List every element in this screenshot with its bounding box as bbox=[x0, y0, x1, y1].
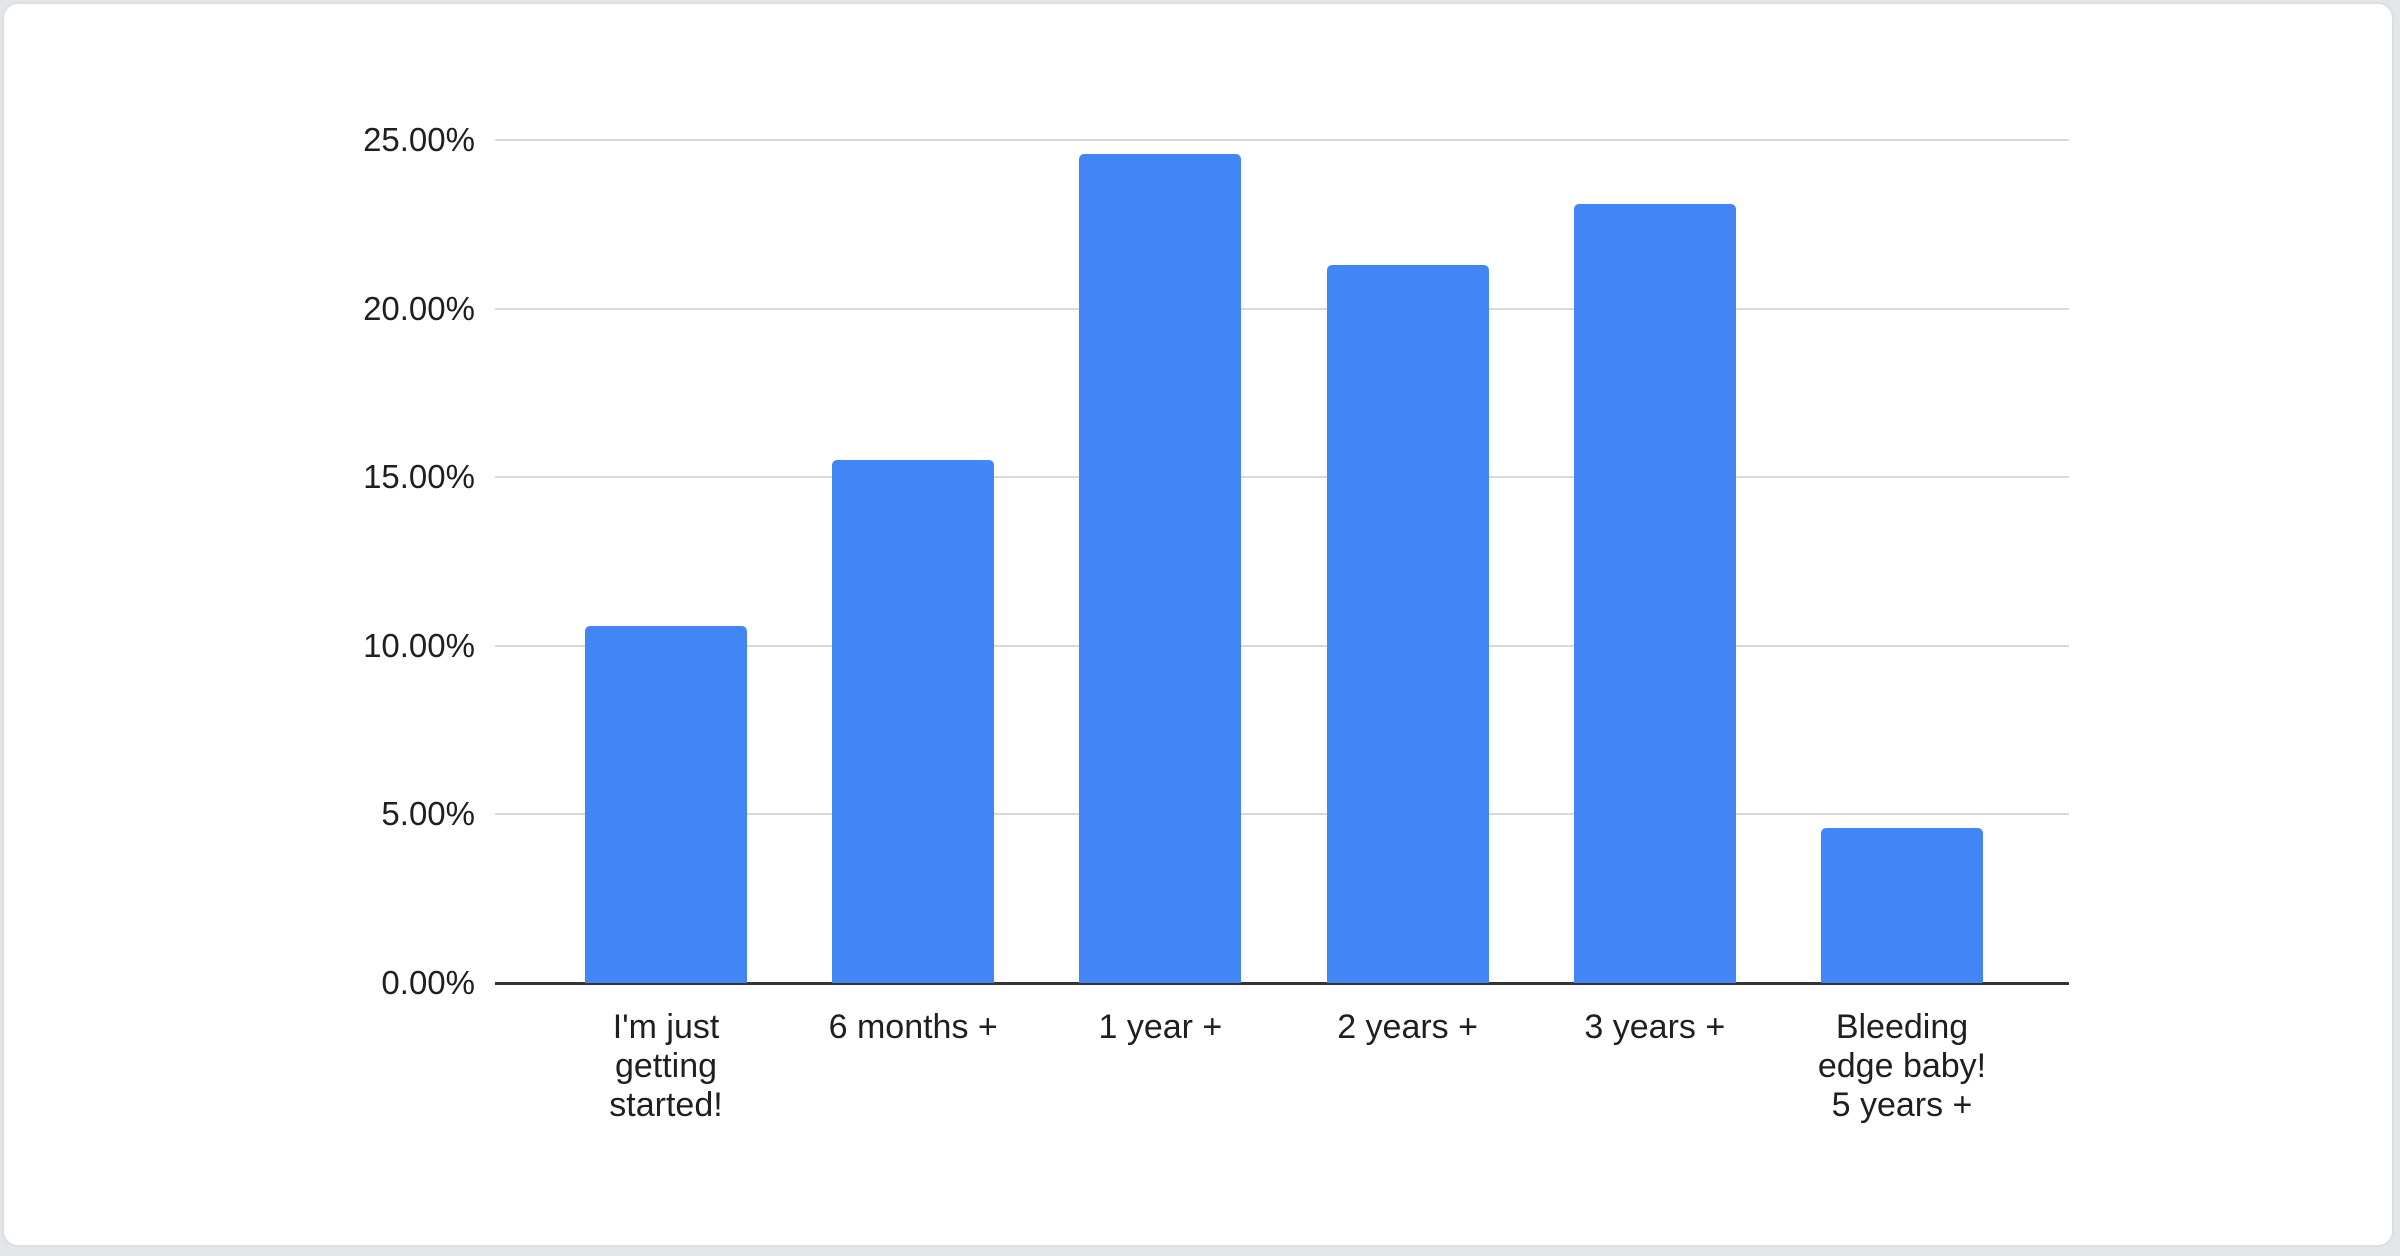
gridline bbox=[495, 307, 2069, 310]
y-axis-tick-label: 5.00% bbox=[381, 795, 475, 833]
y-axis-tick-label: 20.00% bbox=[363, 289, 475, 327]
gridline bbox=[495, 813, 2069, 816]
y-axis-tick-label: 10.00% bbox=[363, 626, 475, 664]
y-axis: 0.00% 5.00% 10.00% 15.00% 20.00% 25.00% bbox=[4, 121, 475, 1001]
x-axis-category-label: 3 years + bbox=[1584, 1008, 1726, 1046]
bar bbox=[1079, 153, 1242, 983]
bar bbox=[585, 625, 747, 983]
bar bbox=[1821, 827, 1983, 983]
y-axis-tick-label: 25.00% bbox=[363, 121, 475, 158]
bar bbox=[832, 460, 995, 983]
x-axis-category-label: Bleeding edge baby! 5 years + bbox=[1817, 1008, 1987, 1124]
x-axis-category-label: 6 months + bbox=[828, 1008, 998, 1046]
x-axis-category-label: 1 year + bbox=[1098, 1008, 1223, 1046]
bar-chart: 0.00% 5.00% 10.00% 15.00% 20.00% 25.00% I'm j… bbox=[4, 4, 2392, 1245]
x-axis-labels: I'm just getting started! 6 months + 1 yea… bbox=[495, 1008, 2069, 1168]
bar bbox=[1326, 264, 1489, 983]
plot-area bbox=[495, 139, 2069, 985]
gridline bbox=[495, 644, 2069, 647]
x-axis-line bbox=[495, 982, 2069, 985]
y-axis-tick-label: 15.00% bbox=[363, 458, 475, 496]
bar bbox=[1573, 204, 1736, 983]
x-axis-category-label: I'm just getting started! bbox=[609, 1008, 723, 1124]
gridline bbox=[495, 476, 2069, 479]
x-axis-category-label: 2 years + bbox=[1337, 1008, 1478, 1046]
gridline bbox=[495, 139, 2069, 141]
y-axis-tick-label: 0.00% bbox=[381, 964, 475, 1001]
